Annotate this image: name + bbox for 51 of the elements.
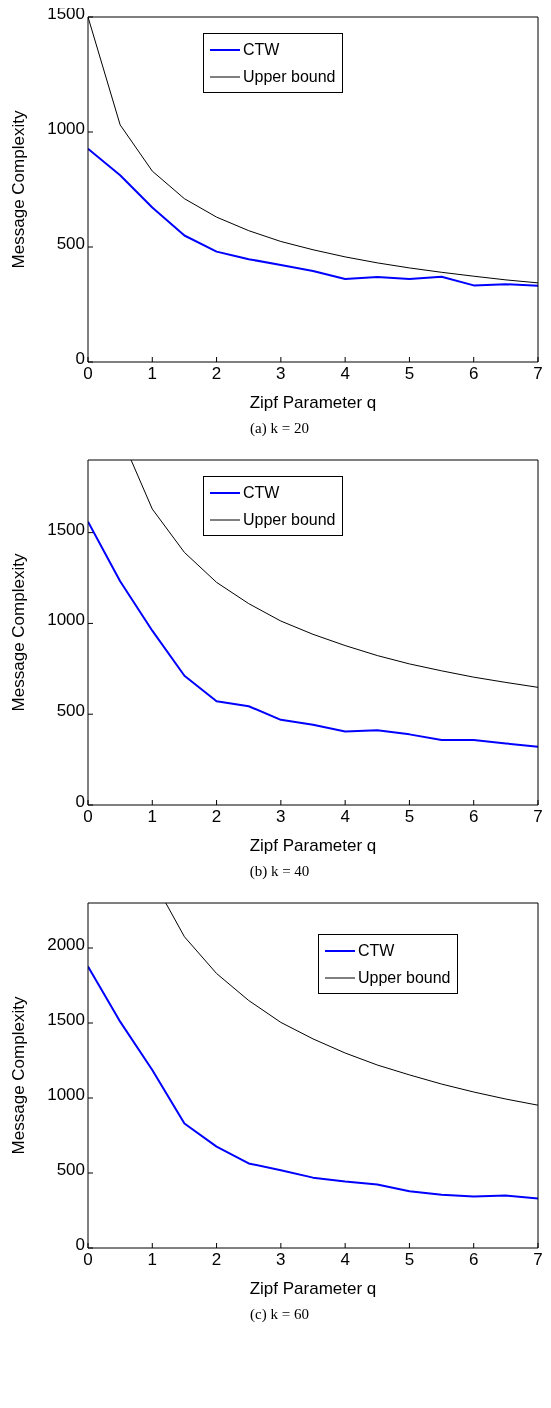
y-axis-title: Message Complexity: [9, 110, 29, 269]
x-tick-label: 2: [211, 807, 222, 827]
y-tick-label: 500: [56, 1160, 85, 1180]
x-tick-label: 1: [147, 1250, 158, 1270]
y-tick-label: 0: [75, 792, 85, 812]
x-tick-label: 7: [533, 807, 543, 827]
x-tick-label: 4: [340, 364, 350, 384]
y-tick-label: 0: [75, 1235, 85, 1255]
y-axis-title: Message Complexity: [9, 996, 29, 1155]
x-axis-title: Zipf Parameter q: [249, 836, 377, 855]
text: (b) k = 40: [248, 863, 311, 880]
x-tick-label: 7: [533, 1250, 543, 1270]
y-tick-label: 2000: [47, 935, 85, 955]
x-tick-label: 2: [211, 364, 222, 384]
x-tick-label: 7: [533, 364, 543, 384]
text: (c) k = 60: [249, 1306, 310, 1323]
y-tick-label: 1500: [47, 519, 85, 539]
y-tick-label: 1500: [47, 4, 85, 24]
y-tick-label: 1000: [47, 119, 85, 139]
line-series: [88, 147, 538, 287]
x-tick-label: 1: [147, 364, 158, 384]
y-tick-label: 1000: [47, 1085, 85, 1105]
line-series: [88, 965, 538, 1200]
legend-label: CTW: [358, 941, 395, 961]
y-tick-label: 1000: [47, 610, 85, 630]
y-tick-label: 0: [75, 349, 85, 369]
x-tick-label: 5: [404, 1250, 415, 1270]
y-tick-label: 1500: [47, 1010, 85, 1030]
x-axis-title: Zipf Parameter q: [249, 1279, 377, 1298]
x-tick-label: 4: [340, 1250, 350, 1270]
x-tick-label: 3: [276, 1250, 286, 1270]
y-axis-title: Message Complexity: [9, 553, 29, 712]
legend-label: CTW: [243, 483, 280, 503]
x-tick-label: 6: [468, 1250, 479, 1270]
x-tick-label: 3: [276, 807, 286, 827]
x-tick-label: 5: [404, 364, 415, 384]
x-tick-label: 1: [147, 807, 158, 827]
x-tick-label: 3: [276, 364, 286, 384]
legend-label: CTW: [243, 40, 280, 60]
x-tick-label: 6: [468, 364, 479, 384]
x-axis-title: Zipf Parameter q: [249, 393, 377, 412]
y-tick-label: 500: [56, 234, 85, 254]
legend-label: Upper bound: [243, 510, 336, 530]
x-tick-label: 4: [340, 807, 350, 827]
legend-label: Upper bound: [358, 968, 451, 988]
x-tick-label: 2: [211, 1250, 222, 1270]
x-tick-label: 6: [468, 807, 479, 827]
y-tick-label: 500: [56, 701, 85, 721]
text: (a) k = 20: [249, 420, 310, 437]
legend-label: Upper bound: [243, 67, 336, 87]
x-tick-label: 5: [404, 807, 415, 827]
